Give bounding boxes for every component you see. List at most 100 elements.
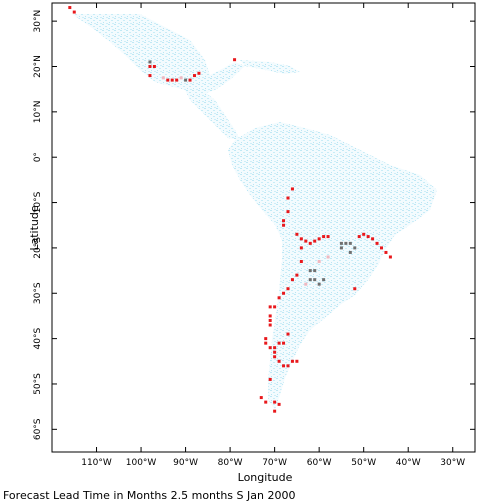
red-cell <box>317 237 321 241</box>
red-cell <box>357 235 361 239</box>
red-cell <box>282 341 286 345</box>
red-cell <box>277 402 281 406</box>
y-axis-title: Latitude <box>28 205 41 251</box>
red-cell <box>273 355 277 359</box>
red-cell <box>366 235 370 239</box>
red-cell <box>72 10 76 14</box>
y-tick-label: 10°S <box>33 191 43 213</box>
y-tick-label: 30°S <box>33 282 43 304</box>
red-cell <box>273 409 277 413</box>
pink-cells <box>161 76 330 286</box>
gray-cell <box>348 241 352 245</box>
red-cell <box>308 241 312 245</box>
red-cell <box>273 305 277 309</box>
gray-cell <box>344 241 348 245</box>
red-cell <box>264 337 268 341</box>
y-tick-label: 60°S <box>33 418 43 440</box>
pink-cell <box>179 76 183 80</box>
red-cell <box>290 278 294 282</box>
red-cell <box>295 232 299 236</box>
gray-cell <box>322 278 326 282</box>
x-tick-label: 100°W <box>126 458 157 468</box>
gray-cell <box>348 250 352 254</box>
gray-cell <box>308 269 312 273</box>
red-cell <box>286 196 290 200</box>
red-cell <box>326 235 330 239</box>
y-tick-label: 40°S <box>33 327 43 349</box>
red-cell <box>192 74 196 78</box>
x-tick-label: 40°W <box>396 458 421 468</box>
x-tick-label: 70°W <box>262 458 287 468</box>
red-cell <box>290 359 294 363</box>
y-tick-label: 50°S <box>33 373 43 395</box>
red-cell <box>286 364 290 368</box>
red-cell <box>277 359 281 363</box>
central-america-landmass <box>185 90 240 140</box>
red-cell <box>282 219 286 223</box>
red-cell <box>268 318 272 322</box>
x-axis-title: Longitude <box>238 471 293 484</box>
red-cell <box>268 346 272 350</box>
red-cell <box>375 241 379 245</box>
y-tick-label: 0° <box>33 152 43 162</box>
red-cell <box>384 250 388 254</box>
red-cell <box>282 364 286 368</box>
red-cell <box>273 400 277 404</box>
red-cell <box>295 273 299 277</box>
red-cell <box>264 341 268 345</box>
red-cell <box>277 341 281 345</box>
gray-cell <box>339 246 343 250</box>
red-cell <box>299 246 303 250</box>
red-cell <box>197 71 201 75</box>
y-tick-label: 20°N <box>33 55 43 78</box>
y-tick-label: 10°N <box>33 101 43 124</box>
red-cell <box>268 323 272 327</box>
red-cell <box>299 237 303 241</box>
gray-cell <box>148 60 152 64</box>
red-cell <box>371 237 375 241</box>
pink-cell <box>304 282 308 286</box>
red-cell <box>188 78 192 82</box>
red-cells <box>68 6 392 413</box>
south-america-landmass <box>228 122 437 410</box>
x-tick-label: 30°W <box>440 458 465 468</box>
red-cell <box>152 64 156 68</box>
pink-cell <box>326 255 330 259</box>
red-cell <box>148 74 152 78</box>
red-cell <box>273 346 277 350</box>
red-cell <box>322 235 326 239</box>
plot-frame <box>51 2 476 453</box>
red-cell <box>259 396 263 400</box>
x-tick-label: 60°W <box>307 458 332 468</box>
red-cell <box>362 232 366 236</box>
pink-cell <box>317 260 321 264</box>
pink-cell <box>161 76 165 80</box>
y-tick-label: 20°S <box>33 237 43 259</box>
red-cell <box>166 78 170 82</box>
gray-cell <box>317 282 321 286</box>
red-cell <box>233 58 237 62</box>
gray-cell <box>308 278 312 282</box>
y-tick-label: 30°N <box>33 10 43 33</box>
red-cell <box>282 291 286 295</box>
mexico-landmass <box>72 14 245 95</box>
gray-cell <box>313 269 317 273</box>
red-cell <box>313 239 317 243</box>
red-cell <box>388 255 392 259</box>
x-tick-label: 110°W <box>81 458 112 468</box>
red-cell <box>268 305 272 309</box>
red-cell <box>286 287 290 291</box>
red-cell <box>264 400 268 404</box>
red-cell <box>286 210 290 214</box>
red-cell <box>290 187 294 191</box>
red-cell <box>170 78 174 82</box>
x-tick-label: 90°W <box>173 458 198 468</box>
x-tick-label: 50°W <box>351 458 376 468</box>
red-cell <box>299 260 303 264</box>
x-axis-ticks: 110°W 100°W 90°W 80°W 70°W 60°W 50°W 40°W 30°W <box>81 3 465 468</box>
red-cell <box>68 6 72 10</box>
red-cell <box>282 223 286 227</box>
red-cell <box>379 246 383 250</box>
